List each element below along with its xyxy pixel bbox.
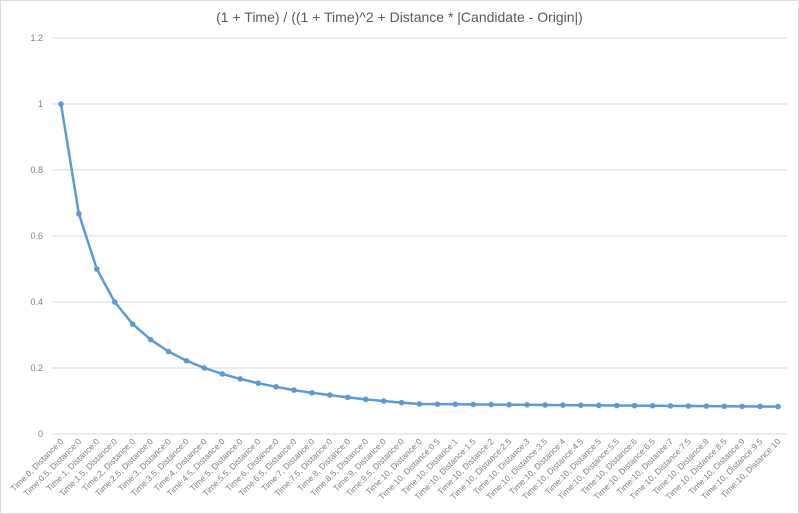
data-point-marker [542, 402, 548, 408]
data-point-marker [219, 371, 226, 377]
data-point-marker [362, 396, 369, 403]
y-tick-label: 1 [38, 99, 43, 109]
y-tick-label: 0.2 [30, 363, 43, 373]
data-point-marker [506, 401, 512, 408]
data-point-marker [721, 403, 728, 410]
data-point-marker [273, 384, 279, 390]
data-point-marker [129, 321, 136, 327]
data-point-marker [398, 399, 405, 406]
data-point-marker [111, 299, 118, 305]
data-point-marker [613, 402, 620, 409]
y-tick-label: 0.4 [30, 297, 43, 307]
data-point-marker [76, 211, 82, 217]
series-line [59, 103, 779, 408]
data-point-marker [488, 401, 495, 408]
data-point-marker [434, 401, 441, 407]
y-tick-label: 1.2 [30, 33, 43, 43]
data-point-marker [183, 357, 190, 364]
data-point-marker [416, 401, 423, 407]
data-point-marker [291, 387, 297, 393]
data-point-marker [344, 394, 351, 401]
y-axis-labels: 0 0.2 0.4 0.6 0.8 1 1.2 [30, 33, 43, 439]
data-point-marker [649, 402, 656, 409]
data-point-marker [560, 402, 566, 408]
data-point-marker [685, 403, 692, 409]
data-point-marker [775, 403, 781, 410]
y-tick-label: 0.8 [30, 165, 43, 175]
data-point-marker [739, 403, 745, 410]
data-point-marker [201, 365, 208, 371]
data-point-marker [147, 336, 154, 343]
data-point-marker [578, 402, 584, 409]
data-point-marker [667, 403, 674, 409]
data-point-marker [380, 398, 387, 404]
gridlines [52, 37, 787, 435]
data-point-marker [237, 376, 244, 382]
data-point-marker [309, 389, 315, 396]
data-point-marker [452, 401, 459, 408]
data-point-marker [327, 392, 333, 398]
data-point-marker [757, 403, 763, 410]
data-point-marker [94, 266, 100, 272]
y-tick-label: 0 [38, 429, 43, 439]
data-point-marker [165, 348, 172, 355]
chart-title: (1 + Time) / ((1 + Time)^2 + Distance * … [216, 9, 583, 25]
data-point-marker [703, 403, 710, 409]
data-point-marker [524, 402, 530, 408]
y-tick-label: 0.6 [30, 231, 43, 241]
data-point-marker [595, 402, 602, 409]
data-point-marker [470, 401, 477, 408]
data-series-line [58, 101, 781, 410]
data-point-marker [58, 101, 64, 107]
data-point-marker [255, 380, 261, 386]
data-point-marker [631, 402, 638, 409]
